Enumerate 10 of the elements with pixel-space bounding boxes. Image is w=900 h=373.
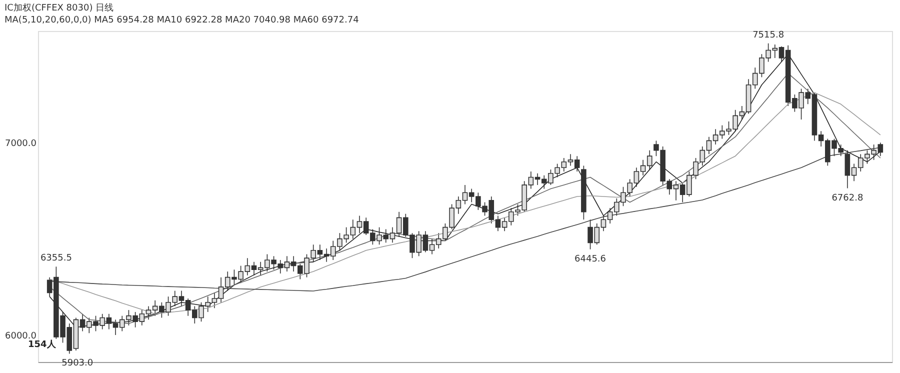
annotation: 6445.6	[574, 254, 606, 264]
annotation: 6762.8	[832, 193, 864, 204]
y-tick-label: 7000.0	[5, 139, 37, 150]
annotation: 6355.5	[40, 254, 72, 264]
annotation: 7515.8	[752, 30, 784, 40]
annotation: 5903.0	[62, 358, 94, 369]
chart-title: IC加权(CFFEX 8030) 日线	[4, 2, 114, 14]
chart-subtitle: MA(5,10,20,60,0,0) MA5 6954.28 MA10 6922.28 MA20 7040.98 MA60 6972.74	[4, 15, 360, 26]
annotation: 154人	[28, 339, 57, 350]
y-tick-label: 6000.0	[5, 332, 37, 342]
